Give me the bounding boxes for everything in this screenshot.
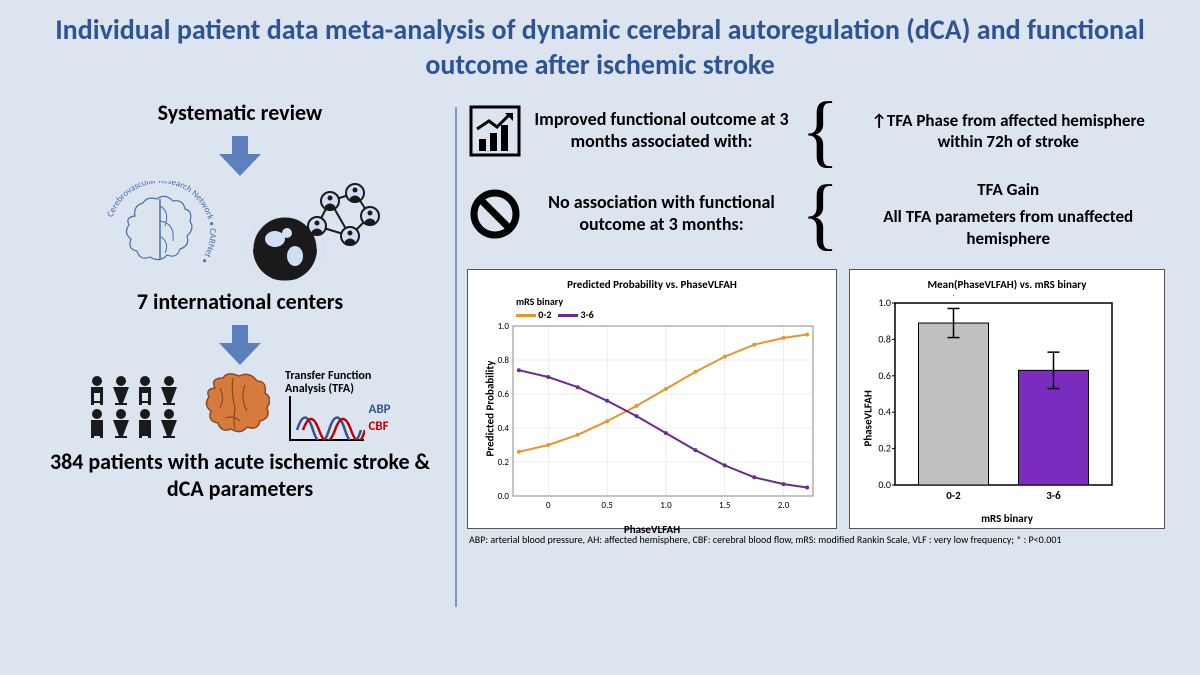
bar-chart: Mean(PhaseVLFAH) vs. mRS binary PhaseVLF… bbox=[849, 269, 1165, 529]
finding-2-detail-a: TFA Gain bbox=[851, 179, 1165, 200]
arrow-icon bbox=[215, 325, 265, 365]
right-column: Improved functional outcome at 3 months … bbox=[457, 92, 1175, 647]
chart2-title: Mean(PhaseVLFAH) vs. mRS binary bbox=[860, 278, 1154, 291]
svg-text:1.0: 1.0 bbox=[878, 296, 891, 309]
network-icons-row: Cerebrovascular Research Network • CARNe… bbox=[95, 181, 385, 286]
globe-network-icon bbox=[235, 181, 385, 286]
svg-text:0.6: 0.6 bbox=[498, 389, 510, 400]
svg-text:0.6: 0.6 bbox=[878, 369, 891, 382]
svg-text:0.4: 0.4 bbox=[878, 405, 891, 418]
svg-text:1.5: 1.5 bbox=[719, 500, 731, 511]
chart-up-icon bbox=[469, 105, 521, 157]
finding-2-detail-b: All TFA parameters from unaffected hemis… bbox=[851, 206, 1165, 249]
tfa-waves-icon bbox=[295, 400, 365, 440]
page-title: Individual patient data meta-analysis of… bbox=[40, 12, 1160, 82]
svg-text:*: * bbox=[949, 295, 958, 307]
probability-chart: Predicted Probability vs. PhaseVLFAH mRS… bbox=[467, 269, 837, 529]
svg-text:0.0: 0.0 bbox=[498, 491, 510, 502]
centers-heading: 7 international centers bbox=[137, 288, 343, 315]
chart2-xlabel: mRS binary bbox=[860, 512, 1154, 525]
brace-icon: { bbox=[801, 180, 839, 248]
finding-2-detail: TFA Gain All TFA parameters from unaffec… bbox=[851, 179, 1165, 249]
carnet-logo-icon: Cerebrovascular Research Network • CARNe… bbox=[95, 181, 225, 286]
chart1-legend: mRS binary 0-2 3-6 bbox=[516, 295, 826, 321]
svg-text:0.2: 0.2 bbox=[498, 457, 510, 468]
svg-text:0.8: 0.8 bbox=[498, 355, 510, 366]
no-symbol-icon bbox=[470, 189, 520, 239]
patient-icons-row: Transfer Function Analysis (TFA) ABP CBF bbox=[85, 370, 395, 441]
finding-2-text: No association with functional outcome a… bbox=[534, 192, 789, 235]
finding-1-detail: ↑TFA Phase from affected hemisphere with… bbox=[851, 110, 1165, 153]
charts-row: Predicted Probability vs. PhaseVLFAH mRS… bbox=[467, 269, 1165, 529]
svg-text:2.0: 2.0 bbox=[778, 500, 790, 511]
patients-heading: 384 patients with acute ischemic stroke … bbox=[35, 449, 445, 502]
chart1-plot: 0.0 0.2 0.4 0.6 0.8 1.0 0 0.5 1.0 1.5 2.0 bbox=[478, 321, 823, 516]
chart1-ylabel: Predicted Probability bbox=[484, 336, 497, 456]
svg-text:0-2: 0-2 bbox=[946, 489, 961, 502]
abp-label: ABP bbox=[368, 402, 390, 419]
svg-text:0.8: 0.8 bbox=[878, 332, 891, 345]
chart2-ylabel: PhaseVLFAH bbox=[862, 346, 875, 446]
svg-text:1.0: 1.0 bbox=[498, 321, 510, 332]
svg-text:0.4: 0.4 bbox=[498, 423, 510, 434]
chart2-plot: 0.0 0.2 0.4 0.6 0.8 1.0 0-2 * 3-6 bbox=[860, 295, 1120, 505]
svg-text:0.0: 0.0 bbox=[878, 478, 891, 491]
brain-icon bbox=[195, 373, 270, 438]
chart1-xlabel: PhaseVLFAH bbox=[478, 523, 826, 536]
header: Individual patient data meta-analysis of… bbox=[0, 0, 1200, 92]
systematic-review-heading: Systematic review bbox=[158, 99, 323, 126]
svg-text:0.2: 0.2 bbox=[878, 441, 891, 454]
svg-text:3-6: 3-6 bbox=[1046, 489, 1061, 502]
finding-1: Improved functional outcome at 3 months … bbox=[467, 97, 1165, 165]
svg-text:1.0: 1.0 bbox=[660, 500, 672, 511]
svg-text:0.5: 0.5 bbox=[601, 500, 613, 511]
tfa-diagram: Transfer Function Analysis (TFA) ABP CBF bbox=[285, 370, 395, 441]
main-content: Systematic review Cerebrovascular Resear… bbox=[0, 92, 1200, 652]
svg-text:0: 0 bbox=[546, 500, 551, 511]
svg-text:Cerebrovascular Research Netwo: Cerebrovascular Research Network • CARNe… bbox=[105, 181, 218, 266]
arrow-icon bbox=[215, 136, 265, 176]
people-icon bbox=[85, 373, 180, 438]
chart1-title: Predicted Probability vs. PhaseVLFAH bbox=[478, 278, 826, 291]
left-column: Systematic review Cerebrovascular Resear… bbox=[25, 92, 455, 647]
finding-1-text: Improved functional outcome at 3 months … bbox=[534, 109, 789, 152]
cbf-label: CBF bbox=[368, 419, 390, 436]
tfa-label: Transfer Function Analysis (TFA) bbox=[285, 370, 395, 396]
brace-icon: { bbox=[801, 97, 839, 165]
finding-2: No association with functional outcome a… bbox=[467, 179, 1165, 249]
